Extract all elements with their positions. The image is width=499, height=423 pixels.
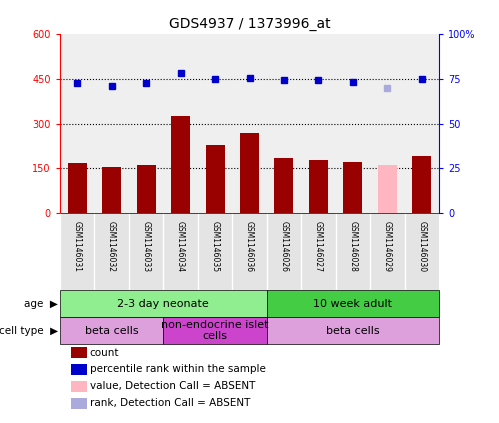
Bar: [336, 34, 370, 213]
Bar: [71, 347, 87, 358]
Bar: [60, 290, 267, 317]
Bar: [343, 162, 362, 213]
Bar: [267, 317, 439, 344]
Bar: [94, 34, 129, 213]
Bar: [412, 156, 431, 213]
Text: percentile rank within the sample: percentile rank within the sample: [90, 365, 265, 374]
Text: rank, Detection Call = ABSENT: rank, Detection Call = ABSENT: [90, 398, 250, 408]
Bar: [137, 165, 156, 213]
Text: age  ▶: age ▶: [24, 299, 58, 309]
Bar: [274, 158, 293, 213]
Bar: [267, 290, 439, 317]
Text: value, Detection Call = ABSENT: value, Detection Call = ABSENT: [90, 382, 255, 391]
Bar: [163, 317, 267, 344]
Bar: [198, 213, 232, 290]
Bar: [378, 165, 397, 213]
Bar: [206, 145, 225, 213]
Bar: [71, 364, 87, 375]
Bar: [267, 34, 301, 213]
Bar: [129, 213, 163, 290]
Bar: [405, 213, 439, 290]
Bar: [163, 213, 198, 290]
Text: 2-3 day neonate: 2-3 day neonate: [117, 299, 209, 309]
Bar: [267, 213, 301, 290]
Text: GSM1146036: GSM1146036: [245, 221, 254, 272]
Bar: [309, 160, 328, 213]
Text: GSM1146030: GSM1146030: [417, 221, 426, 272]
Text: GSM1146027: GSM1146027: [314, 221, 323, 272]
Text: GSM1146032: GSM1146032: [107, 221, 116, 272]
Bar: [68, 163, 87, 213]
Bar: [129, 34, 163, 213]
Bar: [163, 34, 198, 213]
Bar: [240, 132, 259, 213]
Text: 10 week adult: 10 week adult: [313, 299, 392, 309]
Text: GSM1146026: GSM1146026: [279, 221, 288, 272]
Text: cell type  ▶: cell type ▶: [0, 326, 58, 335]
Bar: [336, 213, 370, 290]
Text: count: count: [90, 348, 119, 357]
Bar: [370, 213, 405, 290]
Text: GSM1146031: GSM1146031: [73, 221, 82, 272]
Title: GDS4937 / 1373996_at: GDS4937 / 1373996_at: [169, 17, 330, 31]
Bar: [102, 167, 121, 213]
Bar: [94, 213, 129, 290]
Bar: [171, 116, 190, 213]
Bar: [71, 381, 87, 392]
Text: GSM1146028: GSM1146028: [348, 221, 357, 272]
Text: GSM1146033: GSM1146033: [142, 221, 151, 272]
Bar: [198, 34, 232, 213]
Bar: [60, 34, 94, 213]
Bar: [60, 317, 163, 344]
Text: GSM1146029: GSM1146029: [383, 221, 392, 272]
Text: GSM1146034: GSM1146034: [176, 221, 185, 272]
Text: non-endocrine islet
cells: non-endocrine islet cells: [161, 320, 269, 341]
Bar: [232, 34, 267, 213]
Bar: [370, 34, 405, 213]
Text: beta cells: beta cells: [326, 326, 380, 335]
Bar: [71, 398, 87, 409]
Text: beta cells: beta cells: [85, 326, 138, 335]
Bar: [301, 34, 336, 213]
Text: GSM1146035: GSM1146035: [211, 221, 220, 272]
Bar: [301, 213, 336, 290]
Bar: [60, 213, 94, 290]
Bar: [405, 34, 439, 213]
Bar: [232, 213, 267, 290]
